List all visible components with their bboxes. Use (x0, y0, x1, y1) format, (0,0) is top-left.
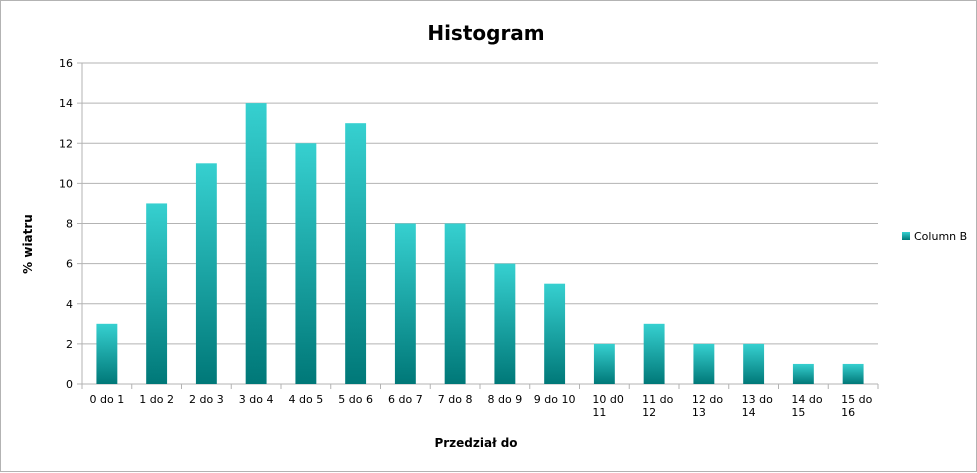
bar (245, 103, 267, 384)
bar (643, 323, 665, 384)
x-tick-label: 2 do 3 (189, 393, 224, 406)
y-tick-label: 4 (66, 298, 73, 311)
bar (295, 143, 317, 384)
x-tick-label: 8 do 9 (488, 393, 523, 406)
bar (146, 203, 168, 384)
y-tick-label: 6 (66, 258, 73, 271)
x-tick-label: 9 do 10 (534, 393, 576, 406)
bar (195, 163, 217, 384)
x-tick-label-line: 12 do (692, 393, 723, 406)
legend-label: Column B (914, 230, 967, 243)
x-tick-label: 6 do 7 (388, 393, 423, 406)
x-tick-label: 3 do 4 (239, 393, 274, 406)
bar (792, 363, 814, 384)
x-tick-label-line: 16 (841, 406, 855, 419)
bar (693, 343, 715, 384)
bar (345, 123, 367, 384)
x-tick-label: 11 do 12 (642, 393, 673, 419)
x-axis-title: Przedział do (434, 436, 517, 450)
legend: Column B (902, 230, 967, 243)
bar (593, 343, 615, 384)
x-tick-label-line: 15 (791, 406, 805, 419)
y-tick-label: 8 (66, 218, 73, 231)
y-tick-label: 2 (66, 338, 73, 351)
x-tick-label: 10 d0 11 (592, 393, 623, 419)
bar (394, 223, 416, 384)
bar (494, 263, 516, 384)
x-tick-label: 12 do 13 (692, 393, 723, 419)
x-tick-label: 13 do 14 (742, 393, 773, 419)
bar (842, 363, 864, 384)
legend-swatch (902, 232, 910, 240)
y-tick-labels: 0 2 4 6 8 10 12 14 16 (59, 57, 73, 391)
x-tick-label-line: 13 (692, 406, 706, 419)
x-tick-label-line: 12 (642, 406, 656, 419)
x-tick-label-line: 10 d0 (592, 393, 623, 406)
bar (96, 323, 118, 384)
x-tick-label: 4 do 5 (289, 393, 324, 406)
y-tick-label: 0 (66, 378, 73, 391)
bar (743, 343, 765, 384)
x-tick-labels: 0 do 1 1 do 2 2 do 3 3 do 4 4 do 5 5 do 6 6 do… (90, 393, 873, 419)
x-tick-label: 0 do 1 (90, 393, 125, 406)
x-tick-label-line: 14 do (791, 393, 822, 406)
bars (96, 103, 864, 384)
x-tick-label-line: 11 (592, 406, 606, 419)
x-tick-label-line: 14 (742, 406, 756, 419)
x-tick-label: 1 do 2 (139, 393, 174, 406)
x-tick-label: 5 do 6 (338, 393, 373, 406)
x-tick-label-line: 11 do (642, 393, 673, 406)
x-tick-label: 14 do 15 (791, 393, 822, 419)
x-tick-label: 7 do 8 (438, 393, 473, 406)
x-tick-label-line: 13 do (742, 393, 773, 406)
y-axis-title: % wiatru (21, 214, 35, 274)
bar (444, 223, 466, 384)
y-tick-label: 14 (59, 97, 73, 110)
y-tick-label: 10 (59, 177, 73, 190)
y-tick-label: 12 (59, 137, 73, 150)
y-tick-label: 16 (59, 57, 73, 70)
x-tick-label-line: 15 do (841, 393, 872, 406)
chart-title: Histogram (427, 21, 544, 45)
bar (544, 283, 566, 384)
x-tick-label: 15 do 16 (841, 393, 872, 419)
